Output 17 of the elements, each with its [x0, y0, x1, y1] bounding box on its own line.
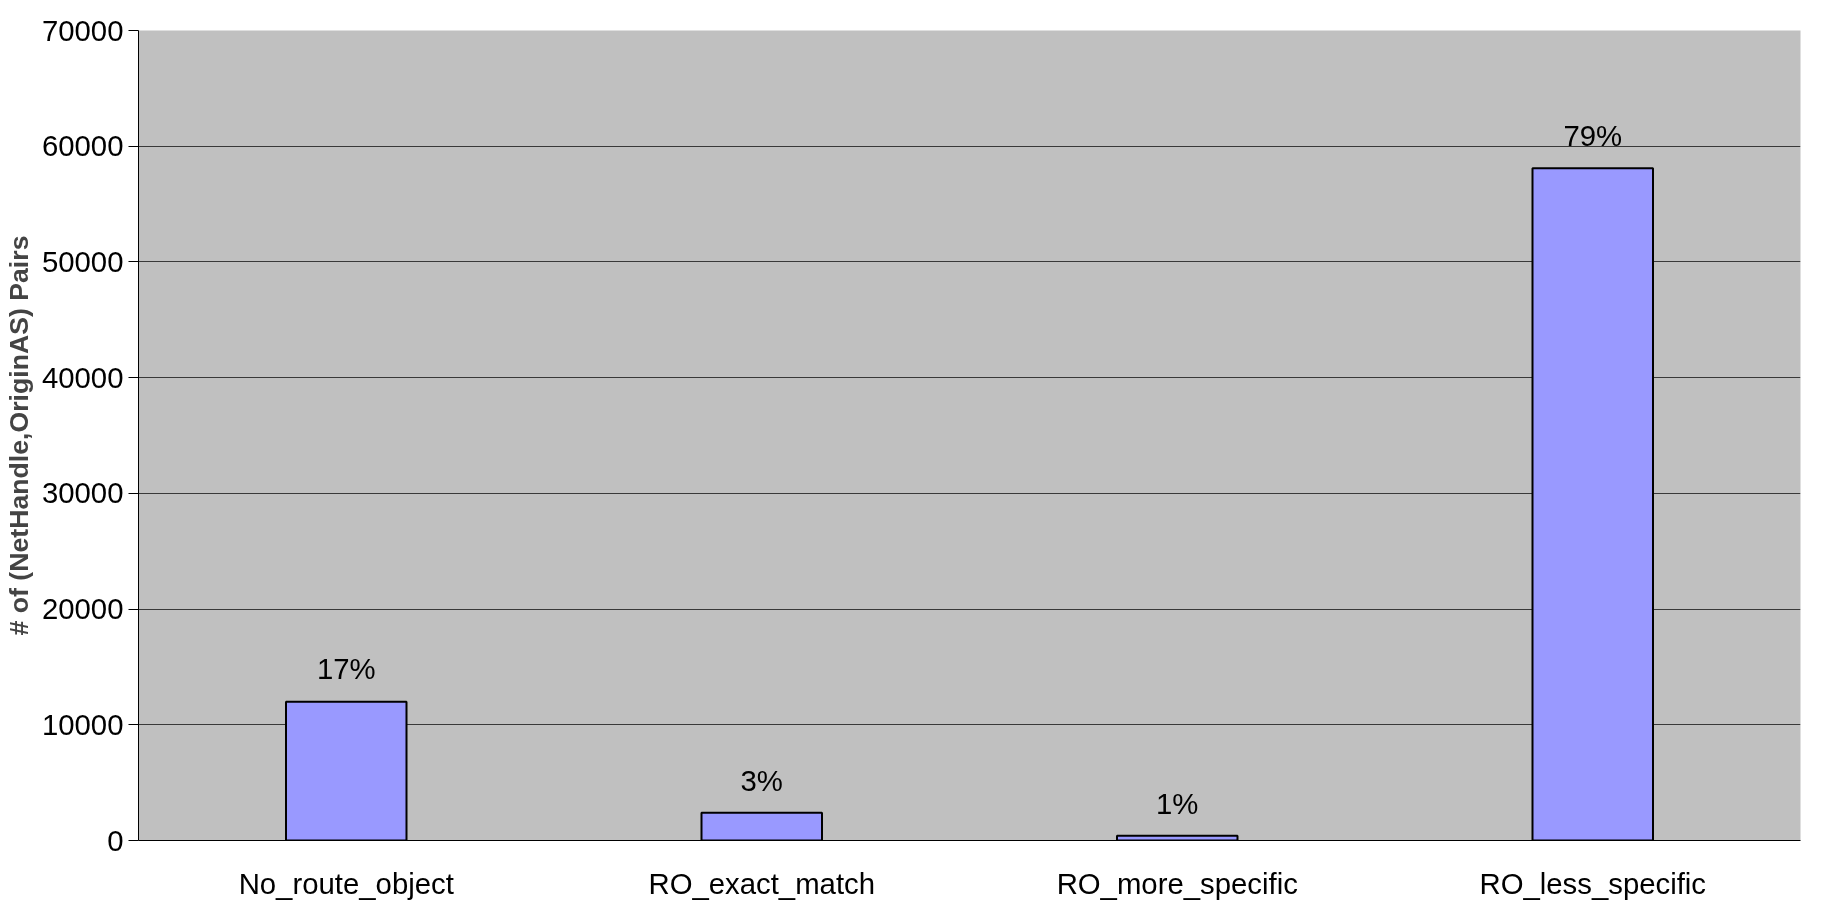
y-tick-label: 40000 [41, 360, 124, 394]
annotation: 17% [316, 652, 376, 686]
y-tick-label: 30000 [41, 476, 124, 510]
x-tick-label: No_route_object [238, 866, 454, 900]
annotation: 1% [1156, 786, 1199, 820]
annotation: 79% [1563, 119, 1623, 152]
y-tick-label: 10000 [41, 707, 124, 741]
y-tick-label: 70000 [41, 13, 124, 47]
annotation: 3% [740, 763, 783, 797]
y-tick-label: 0 [107, 823, 124, 857]
y-tick-label: 20000 [41, 592, 124, 626]
y-tick-label: 50000 [41, 244, 124, 278]
x-tick-label: RO_exact_match [648, 866, 876, 900]
x-tick-label: RO_less_specific [1479, 866, 1707, 900]
y-axis-title: # of (NetHandle,OriginAS) Pairs [3, 235, 34, 636]
x-tick-label: RO_more_specific [1056, 866, 1298, 900]
y-tick-label: 60000 [41, 129, 124, 163]
